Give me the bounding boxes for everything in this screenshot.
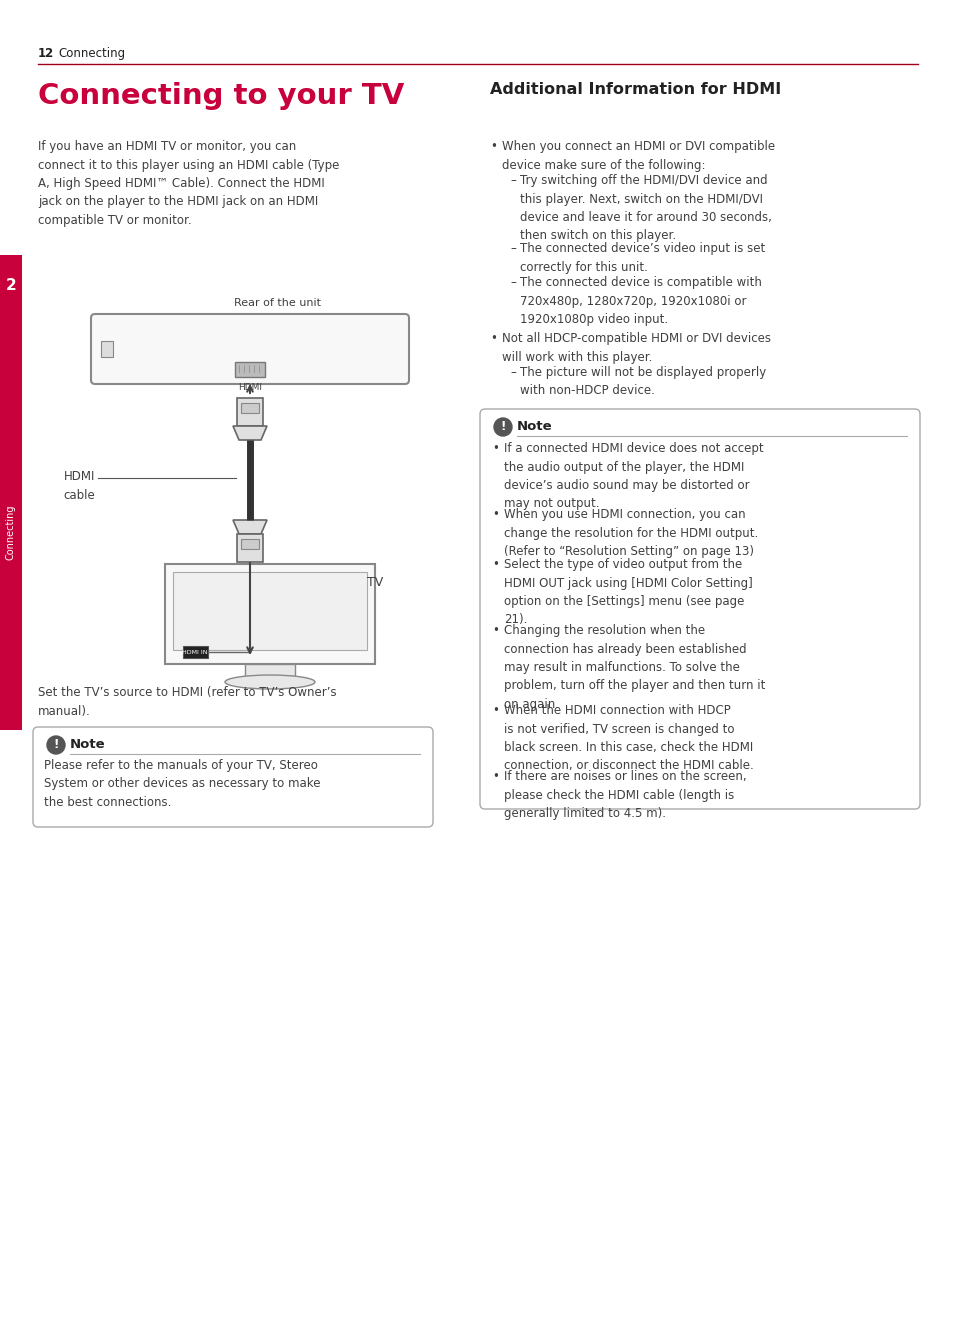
Text: Connecting to your TV: Connecting to your TV: [38, 82, 404, 110]
Text: When you connect an HDMI or DVI compatible
device make sure of the following:: When you connect an HDMI or DVI compatib…: [501, 140, 774, 172]
Polygon shape: [233, 520, 267, 534]
Text: 12: 12: [38, 46, 54, 60]
Text: Connecting: Connecting: [6, 504, 16, 560]
FancyBboxPatch shape: [245, 665, 294, 679]
Text: –: –: [510, 173, 516, 187]
Text: –: –: [510, 275, 516, 289]
Circle shape: [494, 418, 512, 436]
FancyBboxPatch shape: [101, 342, 112, 357]
Text: The connected device is compatible with
720x480p, 1280x720p, 1920x1080i or
1920x: The connected device is compatible with …: [519, 275, 761, 326]
Text: •: •: [492, 557, 498, 571]
FancyBboxPatch shape: [33, 727, 433, 828]
Text: If there are noises or lines on the screen,
please check the HDMI cable (length : If there are noises or lines on the scre…: [503, 771, 746, 820]
Text: HDMI IN: HDMI IN: [182, 650, 208, 654]
Text: Please refer to the manuals of your TV, Stereo
System or other devices as necess: Please refer to the manuals of your TV, …: [44, 759, 320, 809]
Text: !: !: [499, 421, 505, 433]
Text: Set the TV’s source to HDMI (refer to TV’s Owner’s
manual).: Set the TV’s source to HDMI (refer to TV…: [38, 686, 336, 718]
Text: Try switching off the HDMI/DVI device and
this player. Next, switch on the HDMI/: Try switching off the HDMI/DVI device an…: [519, 173, 771, 242]
Text: –: –: [510, 365, 516, 379]
Text: 2: 2: [6, 278, 16, 293]
Text: Connecting: Connecting: [58, 46, 125, 60]
Text: !: !: [53, 739, 59, 752]
FancyBboxPatch shape: [165, 564, 375, 665]
Text: When the HDMI connection with HDCP
is not verified, TV screen is changed to
blac: When the HDMI connection with HDCP is no…: [503, 704, 753, 772]
Text: –: –: [510, 242, 516, 256]
FancyBboxPatch shape: [241, 539, 258, 549]
Text: •: •: [492, 442, 498, 455]
Text: If you have an HDMI TV or monitor, you can
connect it to this player using an HD: If you have an HDMI TV or monitor, you c…: [38, 140, 339, 226]
Text: •: •: [492, 508, 498, 522]
FancyBboxPatch shape: [236, 399, 263, 426]
Text: •: •: [492, 704, 498, 718]
FancyBboxPatch shape: [172, 572, 367, 650]
FancyBboxPatch shape: [183, 646, 208, 658]
Text: Not all HDCP-compatible HDMI or DVI devices
will work with this player.: Not all HDCP-compatible HDMI or DVI devi…: [501, 332, 770, 364]
Text: Rear of the unit: Rear of the unit: [234, 298, 321, 308]
Text: •: •: [492, 771, 498, 782]
FancyBboxPatch shape: [91, 314, 409, 384]
Text: Additional Information for HDMI: Additional Information for HDMI: [490, 82, 781, 97]
Text: Note: Note: [517, 420, 552, 433]
FancyBboxPatch shape: [234, 361, 265, 377]
Circle shape: [47, 736, 65, 753]
FancyBboxPatch shape: [236, 534, 263, 561]
Text: The picture will not be displayed properly
with non-HDCP device.: The picture will not be displayed proper…: [519, 365, 765, 397]
Text: HDMI
cable: HDMI cable: [63, 470, 95, 502]
FancyBboxPatch shape: [479, 409, 919, 809]
Polygon shape: [233, 426, 267, 440]
Text: Note: Note: [70, 737, 106, 751]
Text: TV: TV: [367, 576, 383, 589]
Text: •: •: [492, 624, 498, 637]
Text: •: •: [490, 140, 497, 154]
Text: Changing the resolution when the
connection has already been established
may res: Changing the resolution when the connect…: [503, 624, 764, 711]
Text: Select the type of video output from the
HDMI OUT jack using [HDMI Color Setting: Select the type of video output from the…: [503, 557, 752, 626]
Text: The connected device’s video input is set
correctly for this unit.: The connected device’s video input is se…: [519, 242, 764, 274]
Text: •: •: [490, 332, 497, 346]
FancyBboxPatch shape: [241, 402, 258, 413]
Text: HDMI: HDMI: [237, 383, 262, 392]
Text: If a connected HDMI device does not accept
the audio output of the player, the H: If a connected HDMI device does not acce…: [503, 442, 762, 511]
Text: When you use HDMI connection, you can
change the resolution for the HDMI output.: When you use HDMI connection, you can ch…: [503, 508, 758, 557]
Ellipse shape: [225, 675, 314, 688]
FancyBboxPatch shape: [0, 256, 22, 730]
